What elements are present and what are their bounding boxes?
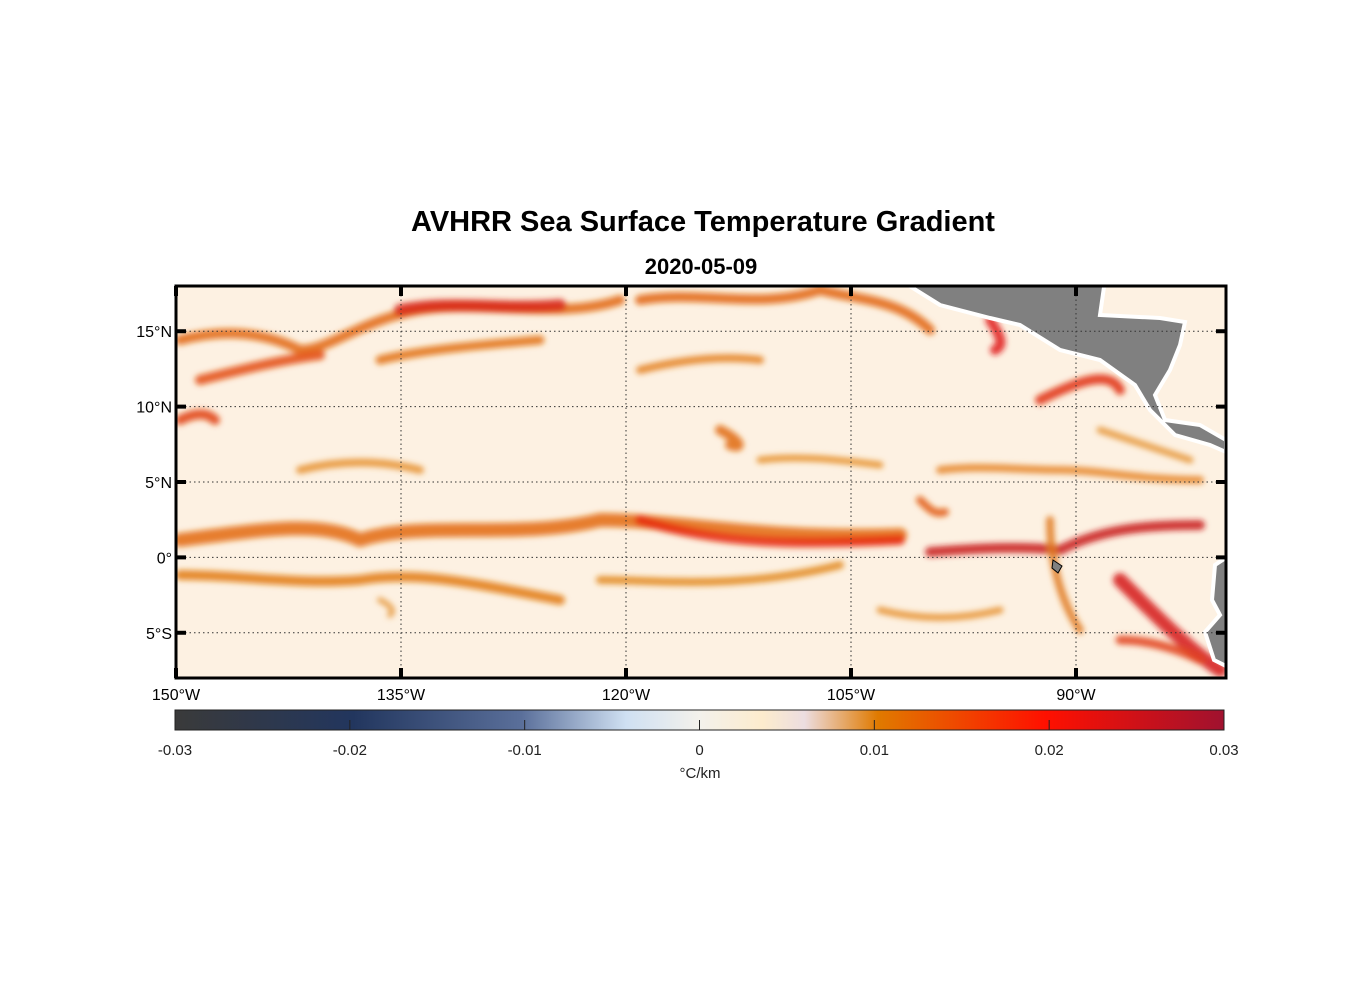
- gradient-front: [176, 513, 907, 547]
- galapagos-island: [1051, 559, 1063, 574]
- x-tick-label: 105°W: [827, 687, 876, 704]
- gradient-front: [296, 458, 424, 474]
- gradient-front: [377, 597, 395, 618]
- gradient-front: [635, 515, 905, 548]
- gradient-front: [195, 350, 325, 385]
- gradient-front: [394, 299, 566, 316]
- gradient-front: [756, 454, 884, 469]
- x-tick-label: 90°W: [1056, 687, 1096, 704]
- gradient-front: [176, 409, 220, 425]
- x-tick-label: 120°W: [602, 687, 651, 704]
- gradient-front: [936, 463, 1204, 484]
- y-tick-label: 10°N: [136, 400, 172, 417]
- gradient-front: [1035, 374, 1125, 405]
- colorbar-tick-label: -0.01: [508, 742, 542, 759]
- y-tick-label: 15°N: [136, 324, 172, 341]
- gradient-front: [1113, 573, 1226, 677]
- gradient-front: [715, 425, 744, 452]
- sst-gradient-field: [176, 286, 1226, 678]
- south-america-land: [1202, 555, 1226, 669]
- gradient-front: [916, 496, 949, 517]
- gradient-front: [985, 315, 1006, 355]
- x-tick-label: 135°W: [377, 687, 426, 704]
- gradient-front: [1115, 635, 1205, 665]
- colorbar-label: °C/km: [680, 765, 721, 782]
- chart-title: AVHRR Sea Surface Temperature Gradient: [411, 206, 995, 238]
- colorbar-tick-label: 0.01: [860, 742, 889, 759]
- colorbar-tick-label: 0: [695, 742, 703, 759]
- y-tick-label: 5°S: [146, 626, 172, 643]
- gradient-front: [176, 570, 565, 605]
- y-tick-label: 0°: [157, 550, 172, 567]
- chart-subtitle: 2020-05-09: [644, 254, 758, 279]
- colorbar-tick-label: -0.02: [333, 742, 367, 759]
- gradient-front: [375, 335, 545, 365]
- gradient-front: [596, 561, 844, 586]
- gradient-front: [876, 606, 1004, 621]
- gradient-front: [636, 354, 764, 374]
- gradient-front: [1096, 426, 1194, 464]
- y-tick-label: 5°N: [145, 475, 172, 492]
- x-tick-label: 150°W: [152, 687, 201, 704]
- colorbar: -0.03 -0.02 -0.01 0 0.01 0.02 0.03 °C/km: [158, 709, 1239, 782]
- gradient-front: [925, 520, 1205, 557]
- gradient-front: [1046, 516, 1084, 634]
- colorbar-tick-label: -0.03: [158, 742, 192, 759]
- colorbar-tick-label: 0.02: [1035, 742, 1064, 759]
- central-america-land: [905, 286, 1226, 455]
- land: [905, 286, 1226, 669]
- colorbar-tick-label: 0.03: [1209, 742, 1238, 759]
- gradient-front: [635, 286, 935, 335]
